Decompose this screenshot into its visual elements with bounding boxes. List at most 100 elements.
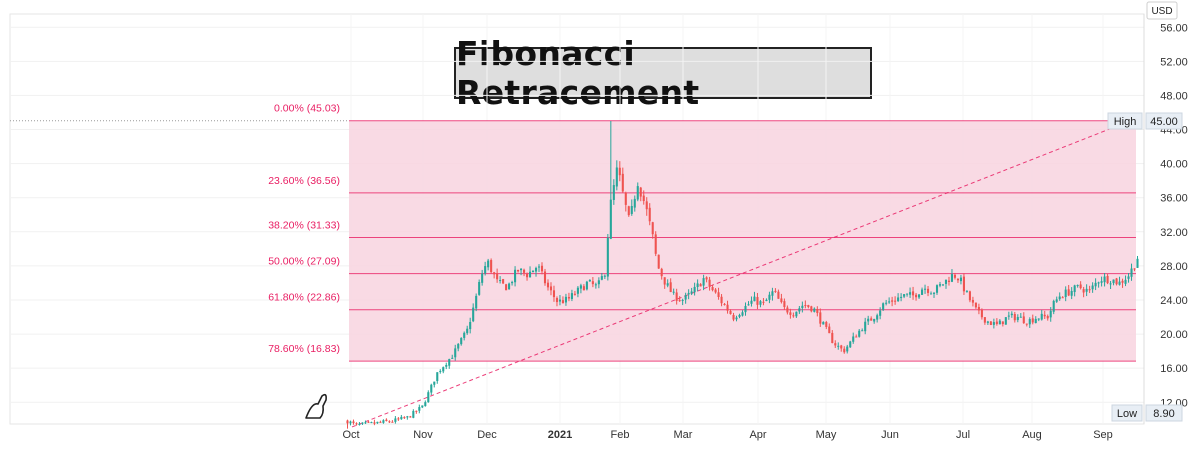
candle	[1121, 278, 1124, 288]
candle	[391, 420, 394, 423]
candle	[1094, 278, 1097, 291]
candle-body	[909, 292, 912, 295]
candle	[579, 283, 582, 294]
candle-body	[894, 300, 897, 302]
candle-body	[457, 343, 460, 349]
candle	[810, 305, 813, 313]
candle	[900, 293, 903, 302]
candle	[603, 274, 606, 279]
high-value-box	[1145, 112, 1183, 130]
candle	[1061, 296, 1064, 299]
candle	[783, 298, 786, 310]
candle	[840, 344, 843, 352]
candle	[1016, 314, 1019, 323]
candle-body	[867, 318, 870, 322]
candle	[618, 161, 621, 182]
candle	[346, 419, 349, 429]
candle-body	[505, 284, 508, 291]
candle	[1100, 276, 1103, 287]
candle-body	[876, 315, 879, 320]
high-value-label: 45.00	[1150, 116, 1178, 128]
candle-body	[920, 289, 924, 295]
candle	[926, 285, 930, 297]
candle-body	[1025, 323, 1028, 325]
candle-body	[858, 330, 861, 337]
candle	[852, 332, 855, 344]
candle	[717, 287, 720, 300]
candle-body	[897, 297, 900, 302]
candle	[511, 280, 514, 286]
fibonacci-retracement[interactable]: 0.00% (45.03) 23.60% (36.56) 38.20% (31.33…	[10, 103, 1136, 428]
price-axis[interactable]: 56.0052.0048.0044.0040.0036.0032.0028.00…	[1143, 1, 1188, 424]
candle-body	[717, 292, 720, 297]
candle	[1043, 310, 1046, 319]
candle-body	[1121, 280, 1124, 283]
candle	[505, 283, 508, 291]
candle-body	[729, 311, 732, 315]
candle	[723, 302, 726, 306]
candle-body	[846, 346, 849, 352]
candle	[843, 346, 846, 354]
candle	[1067, 284, 1070, 297]
candle-body	[561, 300, 565, 304]
candle	[403, 416, 406, 419]
candle	[923, 284, 927, 294]
candle	[502, 278, 505, 285]
candle	[612, 179, 615, 205]
candle-body	[977, 306, 980, 311]
candle-body	[888, 301, 891, 303]
candle	[690, 287, 693, 296]
candle	[433, 381, 436, 388]
candle-body	[469, 321, 472, 330]
candle	[370, 421, 373, 424]
candle-body	[1091, 285, 1094, 290]
candle	[430, 383, 433, 396]
candle	[1103, 272, 1106, 287]
candle	[487, 258, 490, 271]
candle-body	[346, 420, 349, 424]
candle	[639, 186, 642, 202]
candle-body	[759, 301, 762, 305]
candle-body	[645, 201, 648, 210]
y-tick-label: 52.00	[1160, 56, 1188, 68]
candle	[906, 293, 909, 297]
candle-body	[1103, 276, 1106, 283]
candle	[885, 299, 888, 306]
candle-body	[1124, 279, 1127, 284]
candle-body	[1133, 268, 1136, 270]
x-tick-label: Jul	[956, 429, 970, 441]
candle-body	[1064, 289, 1067, 298]
candle	[415, 410, 418, 414]
candle	[1082, 286, 1085, 298]
candle-body	[466, 328, 469, 334]
candle	[992, 318, 995, 329]
candle-body	[741, 312, 744, 316]
candle-body	[971, 299, 974, 303]
candle-body	[552, 290, 556, 298]
candle	[995, 318, 998, 326]
candle-body	[355, 423, 358, 425]
candle	[534, 266, 538, 277]
candle	[714, 288, 717, 294]
time-axis[interactable]: Oct Nov Dec 2021 Feb Mar Apr May Jun Jul Aug Sep	[342, 429, 1112, 441]
candle	[400, 414, 403, 420]
candle-body	[657, 254, 660, 269]
candle	[825, 320, 828, 330]
x-tick-label: Mar	[674, 429, 693, 441]
candle-body	[986, 321, 989, 323]
candle	[355, 422, 358, 426]
candle-body	[750, 300, 753, 304]
y-tick-label: 24.00	[1160, 295, 1188, 307]
chart-markers: High 45.00 Low 8.90	[305, 112, 1183, 422]
candle	[1025, 323, 1028, 327]
candle	[451, 354, 454, 359]
candle	[561, 296, 565, 304]
candle-body	[600, 276, 603, 280]
candle	[792, 312, 795, 318]
candle-body	[406, 416, 409, 418]
candle	[463, 331, 466, 341]
candle-body	[780, 298, 783, 303]
candle-body	[795, 311, 798, 317]
candle-body	[427, 392, 430, 403]
